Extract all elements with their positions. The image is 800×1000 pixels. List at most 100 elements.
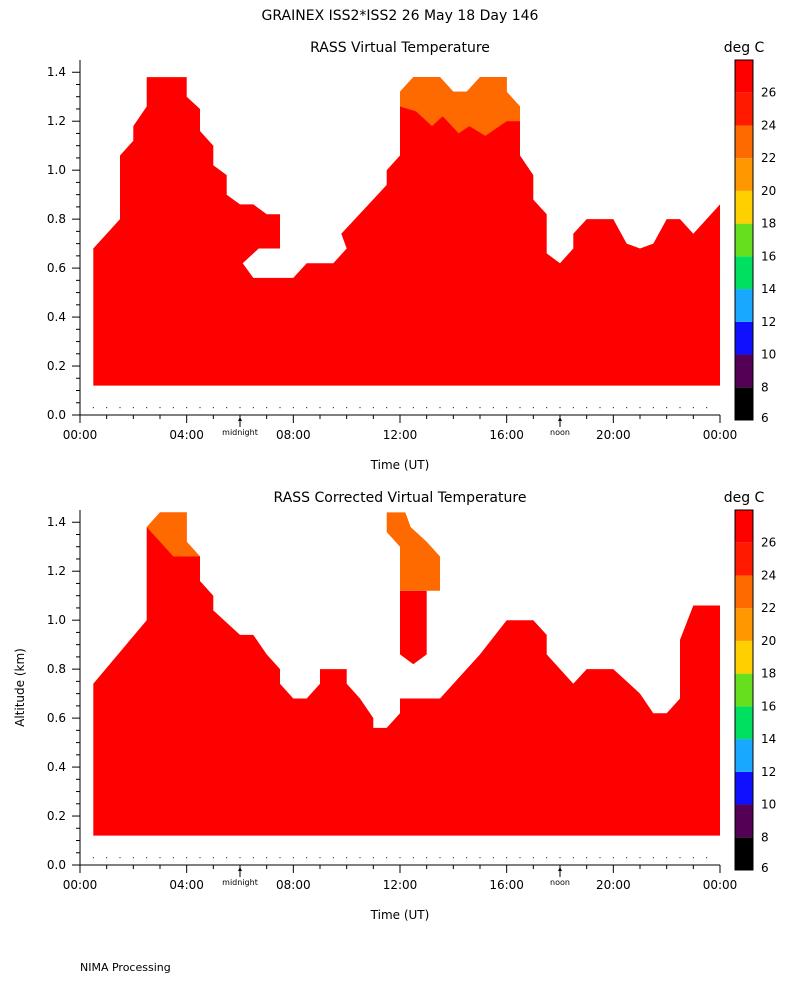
colorbar-label: 14 [761, 732, 776, 746]
gate-dot [266, 407, 268, 409]
colorbar-label: 20 [761, 634, 776, 648]
gate-dot [706, 857, 708, 859]
colorbar-swatch [735, 640, 753, 674]
gate-dot [706, 407, 708, 409]
gate-dot [612, 407, 614, 409]
y-tick-label: 0.0 [47, 408, 66, 422]
gate-dot [626, 407, 628, 409]
gate-dot [226, 407, 228, 409]
y-tick-label: 1.0 [47, 163, 66, 177]
marker-arrow [558, 867, 562, 871]
colorbar-swatch [735, 60, 753, 93]
y-tick-label: 1.0 [47, 613, 66, 627]
y-tick-label: 1.4 [47, 65, 66, 79]
colorbar-label: 16 [761, 699, 776, 713]
gate-dot [239, 407, 241, 409]
gate-dot [679, 857, 681, 859]
gate-dot [506, 857, 508, 859]
gate-dot [252, 857, 254, 859]
temperature-field [93, 77, 721, 386]
gate-dot [639, 407, 641, 409]
gate-dot [212, 857, 214, 859]
y-tick-label: 1.2 [47, 114, 66, 128]
gate-dot [292, 857, 294, 859]
x-tick-label: 08:00 [276, 428, 311, 442]
colorbar-swatch [735, 256, 753, 290]
colorbar-swatch [735, 289, 753, 322]
panel-title: RASS Virtual Temperature [310, 40, 490, 56]
gate-dot [692, 857, 694, 859]
gate-dot [212, 407, 214, 409]
colorbar-label: 8 [761, 830, 769, 844]
gate-dot [146, 857, 148, 859]
colorbar-label: 22 [761, 601, 776, 615]
gate-dot [479, 407, 481, 409]
gate-dot [679, 407, 681, 409]
gate-dot [332, 407, 334, 409]
gate-dot [519, 407, 521, 409]
gate-dot [319, 407, 321, 409]
colorbar-swatch [735, 510, 753, 543]
x-tick-label: 00:00 [63, 878, 98, 892]
y-tick-label: 1.2 [47, 564, 66, 578]
colorbar-label: 12 [761, 765, 776, 779]
gate-dot [639, 857, 641, 859]
colorbar-swatch [735, 804, 753, 838]
gate-dot [386, 407, 388, 409]
gate-dot [132, 407, 134, 409]
colorbar-label: 22 [761, 151, 776, 165]
y-tick-label: 0.4 [47, 310, 66, 324]
footer-label: NIMA Processing [80, 961, 171, 974]
colorbar-swatch [735, 837, 753, 870]
colorbar-swatch [735, 387, 753, 420]
colorbar-label: 14 [761, 282, 776, 296]
colorbar-label: 24 [761, 568, 776, 582]
x-tick-label: 20:00 [596, 428, 631, 442]
colorbar-swatch [735, 190, 753, 224]
panel-corrected-virtual-temperature: RASS Corrected Virtual Temperature 0.0 0.2… [13, 490, 776, 922]
x-tick-label: 12:00 [383, 428, 418, 442]
gate-dot [239, 857, 241, 859]
gate-dot [439, 857, 441, 859]
colorbar-label: 20 [761, 184, 776, 198]
colorbar-unit: deg C [724, 40, 765, 56]
gate-dot [586, 407, 588, 409]
warm-region [400, 77, 520, 136]
gate-dot [479, 857, 481, 859]
gate-dot [159, 857, 161, 859]
colorbar-label: 10 [761, 798, 776, 812]
gate-dot [172, 407, 174, 409]
panel-title: RASS Corrected Virtual Temperature [274, 490, 527, 506]
gate-dot [399, 407, 401, 409]
gate-dot [172, 857, 174, 859]
floating-region [386, 512, 440, 591]
gate-dot [372, 407, 374, 409]
gate-dot [572, 857, 574, 859]
gate-dot [359, 857, 361, 859]
colorbar-label: 6 [761, 861, 769, 875]
colorbar-label: 6 [761, 411, 769, 425]
colorbar-label: 12 [761, 315, 776, 329]
gate-dot [652, 857, 654, 859]
gate-dot [599, 857, 601, 859]
gate-dot [586, 857, 588, 859]
gate-dot [306, 857, 308, 859]
x-tick-label: 16:00 [489, 428, 524, 442]
gate-dot [492, 857, 494, 859]
x-tick-label: 04:00 [169, 428, 204, 442]
x-tick-label: 12:00 [383, 878, 418, 892]
gate-dot [292, 407, 294, 409]
gate-dot [306, 407, 308, 409]
colorbar-label: 26 [761, 86, 776, 100]
colorbar-swatch [735, 739, 753, 772]
marker-arrow [238, 867, 242, 871]
colorbar-label: 18 [761, 217, 776, 231]
gate-dot [252, 407, 254, 409]
y-tick-label: 0.4 [47, 760, 66, 774]
colorbar-swatch [735, 92, 753, 126]
warm-region [146, 512, 200, 557]
gate-dot [372, 857, 374, 859]
gate-dot [119, 857, 121, 859]
colorbar-swatch [735, 354, 753, 388]
